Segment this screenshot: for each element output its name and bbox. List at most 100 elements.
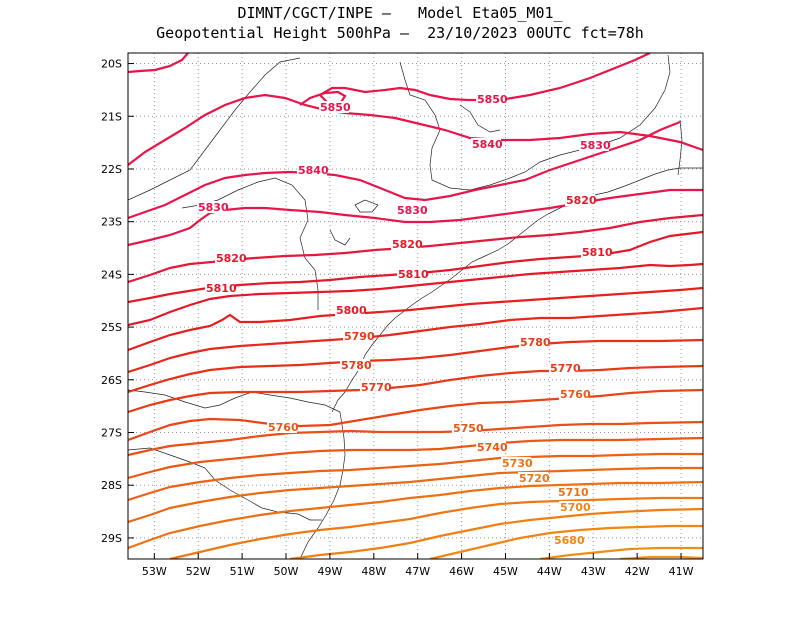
contour-label-bg (559, 501, 589, 513)
contour-5740 (128, 452, 703, 502)
contour-label-bg (518, 472, 548, 484)
contour-5780 (128, 338, 703, 394)
axes: 53W 52W 51W 50W 49W 48W 47W 46W 45W 44W 43W 42W 41W 2… (101, 58, 694, 578)
contour-label-bg (553, 534, 583, 546)
contour-label-bg (581, 246, 611, 258)
contour-label: 5850 (477, 93, 508, 106)
contour-label-bg (396, 204, 426, 216)
contour-label: 5810 (206, 282, 237, 295)
contour-label: 5770 (361, 381, 392, 394)
y-tick-label: 20S (101, 58, 122, 71)
contour-label-bg (549, 362, 579, 374)
x-tick-label: 45W (493, 565, 518, 578)
contour-label: 5810 (582, 246, 613, 259)
coastline (331, 167, 703, 413)
x-tick-label: 51W (230, 565, 255, 578)
contour-label-bg (501, 457, 531, 469)
contour-label-bg (215, 252, 245, 264)
y-tick-label: 26S (101, 374, 122, 387)
state-border-7 (677, 119, 683, 176)
x-tick-label: 48W (361, 565, 386, 578)
contour-label: 5730 (502, 457, 533, 470)
contour-label: 5790 (344, 330, 375, 343)
y-tick-label: 25S (101, 321, 122, 334)
y-tick-label: 21S (101, 110, 122, 123)
contour-label-bg (397, 268, 427, 280)
x-tick-label: 41W (669, 565, 694, 578)
contour-5710 (169, 496, 703, 559)
title-line-1: DIMNT/CGCT/INPE – Model Eta05_M01_ (237, 4, 563, 22)
contour-label-bg (476, 441, 506, 453)
contour-label: 5780 (341, 359, 372, 372)
contour-label: 5700 (560, 501, 591, 514)
contour-label-bg (579, 139, 609, 151)
x-tick-label: 49W (317, 565, 342, 578)
contour-label-bg (340, 359, 370, 371)
contour-label-bg (335, 304, 365, 316)
contour-5850a (128, 53, 189, 74)
contour-label: 5850 (320, 101, 351, 114)
contour-label-bg (452, 422, 482, 434)
contour-label-bg (559, 388, 589, 400)
contour-label: 5820 (392, 238, 423, 251)
contour-label: 5840 (472, 138, 503, 151)
contour-label-bg (565, 194, 595, 206)
contour-label: 5810 (398, 268, 429, 281)
contour-label: 5830 (198, 201, 229, 214)
contour-5700 (289, 507, 703, 559)
state-border-3 (128, 389, 341, 413)
contour-5670 (619, 555, 703, 559)
contour-label: 5780 (520, 336, 551, 349)
contour-5830a (128, 120, 681, 220)
x-tick-label: 44W (537, 565, 562, 578)
x-tick-label: 43W (581, 565, 606, 578)
contour-labels: 5850 5850 5840 5840 5830 5830 5830 5820 5820 5820… (197, 93, 613, 547)
y-tick-label: 29S (101, 532, 122, 545)
state-border-5 (399, 54, 671, 191)
contour-5760a (128, 388, 703, 442)
x-tick-label: 52W (186, 565, 211, 578)
x-tick-label: 42W (625, 565, 650, 578)
x-tick-label: 46W (449, 565, 474, 578)
contour-label: 5680 (554, 534, 585, 547)
y-tick-label: 27S (101, 427, 122, 440)
contour-label: 5840 (298, 164, 329, 177)
contour-label-bg (360, 381, 390, 393)
contour-label: 5760 (268, 421, 299, 434)
contour-label-bg (391, 238, 421, 250)
contour-label-bg (519, 336, 549, 348)
state-border-6 (459, 104, 501, 133)
contour-label: 5710 (558, 486, 589, 499)
state-border-4 (128, 447, 322, 521)
contour-label: 5820 (216, 252, 247, 265)
contour-5840 (128, 93, 703, 166)
state-border-9 (354, 199, 379, 213)
contour-5750 (128, 436, 703, 480)
contour-label-bg (205, 282, 235, 294)
contour-5850b (299, 53, 651, 106)
contour-label-bg (471, 138, 501, 150)
contour-label: 5720 (519, 472, 550, 485)
map-borders (128, 54, 703, 559)
contour-label-bg (343, 330, 373, 342)
coastline-south (299, 411, 346, 559)
state-border-8 (329, 229, 351, 246)
contour-5720 (128, 480, 703, 550)
x-tick-label: 53W (142, 565, 167, 578)
contour-label-bg (476, 93, 506, 105)
contour-label: 5820 (566, 194, 597, 207)
state-border-1 (128, 57, 301, 201)
contour-label: 5830 (397, 204, 428, 217)
state-border-2 (181, 177, 319, 310)
contour-label-bg (267, 421, 297, 433)
contour-label: 5750 (453, 422, 484, 435)
plot-frame (127, 52, 704, 560)
contour-5810b (128, 262, 703, 327)
contour-5680 (539, 546, 703, 559)
contour-5690 (429, 524, 703, 559)
contour-label: 5830 (580, 139, 611, 152)
contour-5770 (128, 364, 703, 414)
contour-5760b (128, 420, 703, 457)
contour-label-bg (557, 486, 587, 498)
